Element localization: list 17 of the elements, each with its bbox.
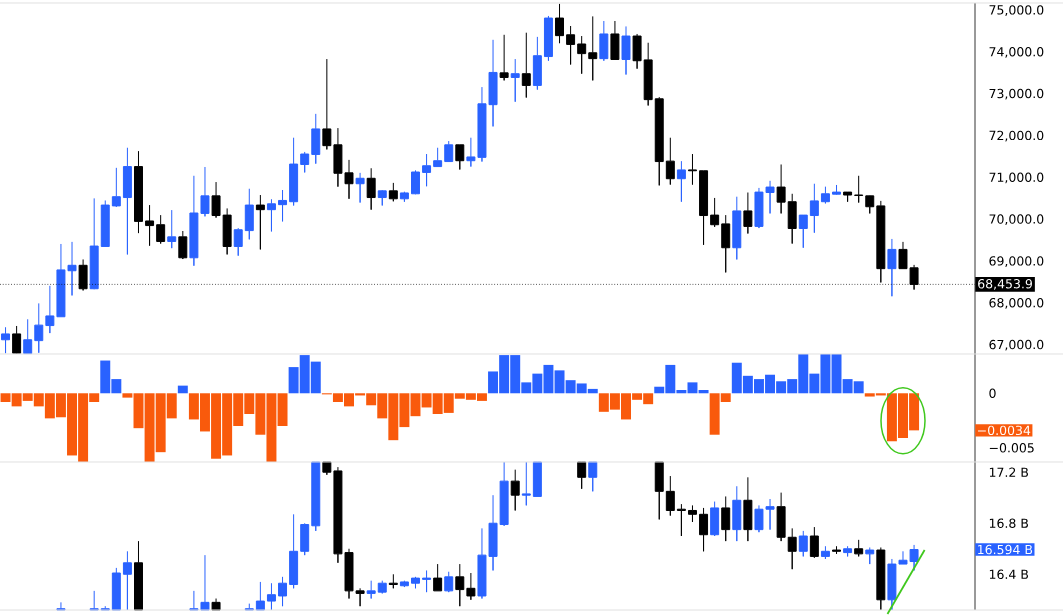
y-tick-label: 75,000.0 <box>989 5 1044 16</box>
y-tick-label: 73,000.0 <box>989 88 1044 100</box>
y-tick-label: 68,000.0 <box>989 298 1044 309</box>
text: 16.594 B <box>978 544 1033 555</box>
y-tick-label: 16.8 B <box>989 518 1029 528</box>
y-tick-label: 72,000.0 <box>989 130 1044 142</box>
ref-line-label: 68,453.9 <box>978 279 1032 290</box>
y-tick-label: 17.2 B <box>989 467 1029 477</box>
y-tick-label: 69,000.0 <box>989 256 1044 267</box>
text: −0.0034 <box>978 425 1031 436</box>
y-tick-label: 74,000.0 <box>989 46 1044 58</box>
y-tick-label: 0 <box>989 388 996 398</box>
y-tick-label: 16.4 B <box>989 569 1029 579</box>
y-tick-label: 71,000.0 <box>989 172 1044 184</box>
y-tick-label: −0.005 <box>989 443 1034 453</box>
y-tick-label: 67,000.0 <box>989 339 1044 351</box>
y-tick-label: 70,000.0 <box>989 214 1044 226</box>
